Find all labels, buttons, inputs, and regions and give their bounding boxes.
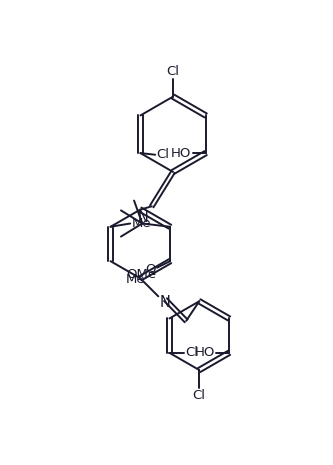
Text: Cl: Cl [156, 148, 169, 161]
Text: Cl: Cl [185, 346, 198, 359]
Text: OMe: OMe [126, 268, 156, 281]
Text: O: O [145, 263, 156, 276]
Text: Me: Me [126, 272, 146, 286]
Text: N: N [138, 210, 149, 225]
Text: HO: HO [171, 146, 191, 159]
Text: N: N [160, 295, 171, 310]
Text: Me: Me [132, 217, 152, 230]
Text: Cl: Cl [193, 389, 206, 402]
Text: Cl: Cl [166, 65, 179, 78]
Text: HO: HO [194, 346, 215, 359]
